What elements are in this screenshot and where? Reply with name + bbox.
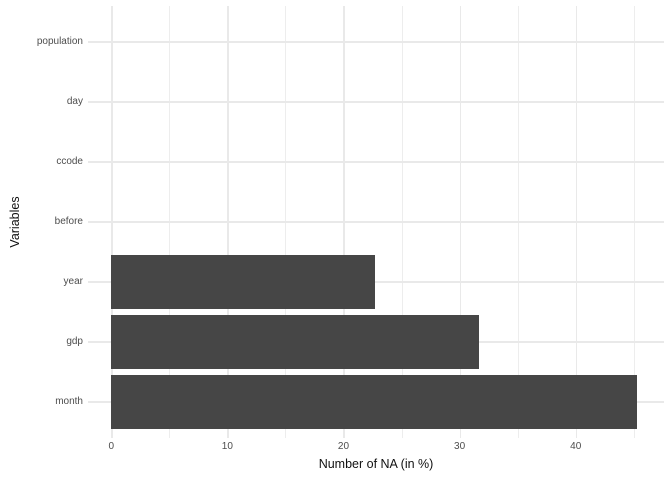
- x-tick-label-20: 20: [337, 441, 350, 452]
- x-tick-label-30: 30: [454, 441, 466, 452]
- gridline-h-ccode: [88, 161, 664, 163]
- y-tick-label-year: year: [63, 276, 83, 287]
- gridline-h-population: [88, 41, 664, 43]
- bar-year: [111, 255, 375, 309]
- y-tick-label-before: before: [54, 216, 83, 227]
- y-tick-label-month: month: [55, 396, 83, 407]
- gridline-h-year: [88, 281, 664, 283]
- x-tick-label-0: 0: [108, 441, 114, 452]
- gridline-h-before: [88, 221, 664, 223]
- y-axis-title: Variables: [8, 196, 22, 248]
- bar-month: [111, 375, 638, 429]
- x-tick-label-10: 10: [221, 441, 233, 452]
- y-tick-label-day: day: [66, 96, 83, 107]
- y-tick-label-population: population: [36, 36, 83, 47]
- x-axis-title: Number of NA (in %): [318, 457, 434, 471]
- y-tick-label-ccode: ccode: [56, 156, 83, 167]
- x-tick-label-40: 40: [570, 441, 582, 452]
- plot-panel: [88, 6, 664, 438]
- bar-gdp: [111, 315, 480, 369]
- gridline-h-day: [88, 101, 664, 103]
- y-tick-label-gdp: gdp: [66, 336, 83, 347]
